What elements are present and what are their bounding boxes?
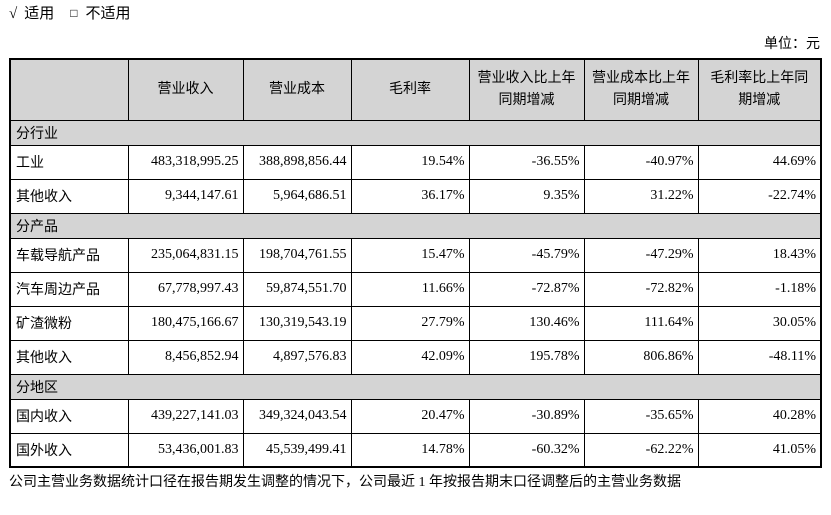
- cell-value: 27.79%: [350, 305, 470, 341]
- cell-value: -40.97%: [583, 144, 699, 180]
- cell-value: -72.82%: [583, 271, 699, 307]
- table-row: 其他收入 9,344,147.61 5,964,686.51 36.17% 9.35% 3…: [9, 178, 822, 214]
- row-label: 其他收入: [9, 178, 129, 214]
- cell-value: -48.11%: [697, 339, 822, 375]
- cell-value: 439,227,141.03: [127, 398, 244, 434]
- cell-value: 130,319,543.19: [242, 305, 352, 341]
- cell-value: -47.29%: [583, 237, 699, 273]
- cell-value: 44.69%: [697, 144, 822, 180]
- section-label: 分行业: [9, 119, 822, 146]
- column-header: 营业收入比上年同期增减: [468, 58, 585, 121]
- cell-value: 31.22%: [583, 178, 699, 214]
- cell-value: 806.86%: [583, 339, 699, 375]
- cell-value: 67,778,997.43: [127, 271, 244, 307]
- cell-value: 4,897,576.83: [242, 339, 352, 375]
- cell-value: -62.22%: [583, 432, 699, 468]
- cell-value: -36.55%: [468, 144, 585, 180]
- row-label: 工业: [9, 144, 129, 180]
- cell-value: 130.46%: [468, 305, 585, 341]
- cell-value: 20.47%: [350, 398, 470, 434]
- section-row: 分地区: [9, 373, 822, 400]
- cell-value: -30.89%: [468, 398, 585, 434]
- cell-value: 53,436,001.83: [127, 432, 244, 468]
- column-header-empty: [9, 58, 129, 121]
- unit-label: 单位：元: [764, 37, 820, 52]
- applicability-row: √ 适用 □ 不适用: [9, 5, 820, 23]
- cell-value: 19.54%: [350, 144, 470, 180]
- section-row: 分产品: [9, 212, 822, 239]
- cell-value: 59,874,551.70: [242, 271, 352, 307]
- not-applicable-label: 不适用: [85, 6, 131, 22]
- cell-value: 14.78%: [350, 432, 470, 468]
- column-header: 营业成本比上年同期增减: [583, 58, 699, 121]
- table-row: 矿渣微粉 180,475,166.67 130,319,543.19 27.79% 13…: [9, 305, 822, 341]
- section-label: 分产品: [9, 212, 822, 239]
- cell-value: 111.64%: [583, 305, 699, 341]
- column-header: 营业收入: [127, 58, 244, 121]
- cell-value: 198,704,761.55: [242, 237, 352, 273]
- table-row: 国内收入 439,227,141.03 349,324,043.54 20.47% -3…: [9, 398, 822, 434]
- section-label: 分地区: [9, 373, 822, 400]
- cell-value: 388,898,856.44: [242, 144, 352, 180]
- cell-value: 30.05%: [697, 305, 822, 341]
- row-label: 国外收入: [9, 432, 129, 468]
- row-label: 国内收入: [9, 398, 129, 434]
- cell-value: 483,318,995.25: [127, 144, 244, 180]
- cell-value: 41.05%: [697, 432, 822, 468]
- table-row: 工业 483,318,995.25 388,898,856.44 19.54% -36.…: [9, 144, 822, 180]
- column-header: 毛利率比上年同期增减: [697, 58, 822, 121]
- report-page: √ 适用 □ 不适用 单位：元 营业收入 营业成本 毛利率 营业收入比上年同期增减 营业成本比…: [9, 5, 822, 490]
- cell-value: 349,324,043.54: [242, 398, 352, 434]
- cell-value: 40.28%: [697, 398, 822, 434]
- cell-value: -22.74%: [697, 178, 822, 214]
- table-row: 国外收入 53,436,001.83 45,539,499.41 14.78% -60.…: [9, 432, 822, 468]
- cell-value: 42.09%: [350, 339, 470, 375]
- cell-value: 9,344,147.61: [127, 178, 244, 214]
- cell-value: 11.66%: [350, 271, 470, 307]
- cell-value: 36.17%: [350, 178, 470, 214]
- applicable-label: 适用: [24, 6, 55, 22]
- cell-value: -1.18%: [697, 271, 822, 307]
- cell-value: 5,964,686.51: [242, 178, 352, 214]
- row-label: 其他收入: [9, 339, 129, 375]
- cell-value: -72.87%: [468, 271, 585, 307]
- table-row: 其他收入 8,456,852.94 4,897,576.83 42.09% 195.78…: [9, 339, 822, 375]
- cell-value: 235,064,831.15: [127, 237, 244, 273]
- row-label: 矿渣微粉: [9, 305, 129, 341]
- table-row: 汽车周边产品 67,778,997.43 59,874,551.70 11.66% -7…: [9, 271, 822, 307]
- check-mark-icon: √: [9, 6, 18, 22]
- checkbox-empty-icon: □: [70, 6, 78, 20]
- section-row: 分行业: [9, 119, 822, 146]
- cell-value: -45.79%: [468, 237, 585, 273]
- table-row: 车载导航产品 235,064,831.15 198,704,761.55 15.47%…: [9, 237, 822, 273]
- cell-value: 9.35%: [468, 178, 585, 214]
- cell-value: 45,539,499.41: [242, 432, 352, 468]
- cell-value: 8,456,852.94: [127, 339, 244, 375]
- column-header: 营业成本: [242, 58, 352, 121]
- footnote: 公司主营业务数据统计口径在报告期发生调整的情况下，公司最近 1 年按报告期末口径…: [9, 475, 681, 490]
- cell-value: -35.65%: [583, 398, 699, 434]
- cell-value: -60.32%: [468, 432, 585, 468]
- cell-value: 15.47%: [350, 237, 470, 273]
- table-header-row: 营业收入 营业成本 毛利率 营业收入比上年同期增减 营业成本比上年同期增减 毛利率比上年同…: [9, 58, 822, 121]
- cell-value: 195.78%: [468, 339, 585, 375]
- cell-value: 18.43%: [697, 237, 822, 273]
- cell-value: 180,475,166.67: [127, 305, 244, 341]
- row-label: 车载导航产品: [9, 237, 129, 273]
- main-business-data-table: 营业收入 营业成本 毛利率 营业收入比上年同期增减 营业成本比上年同期增减 毛利率比上年同…: [9, 58, 822, 468]
- column-header: 毛利率: [350, 58, 470, 121]
- row-label: 汽车周边产品: [9, 271, 129, 307]
